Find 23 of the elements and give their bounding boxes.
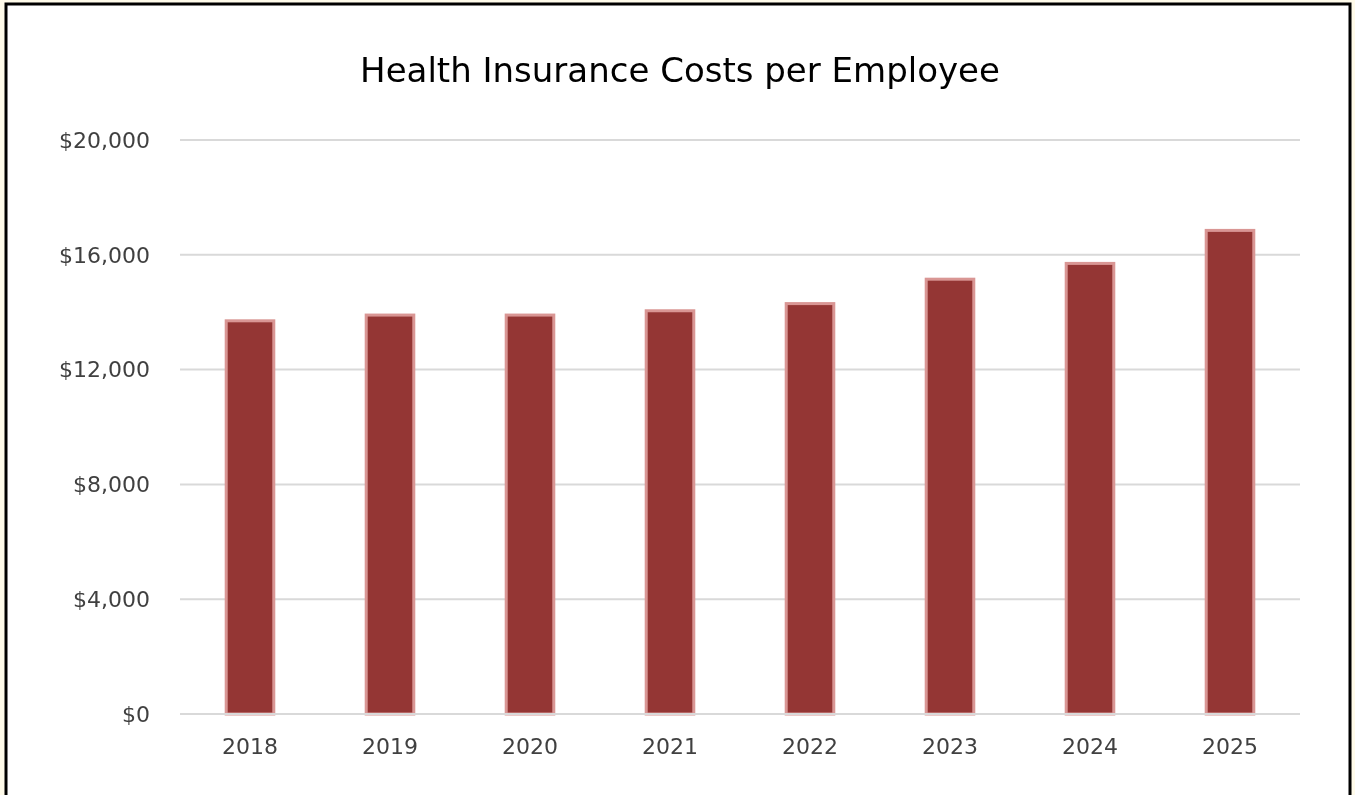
x-tick-label: 2021	[642, 734, 698, 759]
y-tick-label: $16,000	[59, 242, 150, 268]
y-tick-label: $4,000	[73, 586, 150, 612]
bar	[504, 313, 556, 716]
x-tick-label: 2023	[922, 734, 978, 759]
bar	[1204, 228, 1256, 716]
x-tick-label: 2025	[1202, 734, 1258, 759]
y-tick-label: $20,000	[59, 127, 150, 153]
bar	[784, 302, 836, 716]
bar	[364, 313, 416, 716]
x-tick-label: 2019	[362, 734, 418, 759]
x-tick-label: 2020	[502, 734, 558, 759]
chart-title: Health Insurance Costs per Employee	[360, 50, 1000, 90]
bar	[1064, 261, 1116, 716]
y-tick-label: $8,000	[73, 472, 150, 498]
bar	[644, 309, 696, 716]
y-tick-label: $12,000	[59, 357, 150, 383]
x-tick-label: 2022	[782, 734, 838, 759]
y-tick-label: $0	[122, 701, 150, 727]
x-tick-label: 2024	[1062, 734, 1118, 759]
x-tick-label: 2018	[222, 734, 278, 759]
bar	[224, 319, 276, 716]
bar	[924, 277, 976, 716]
